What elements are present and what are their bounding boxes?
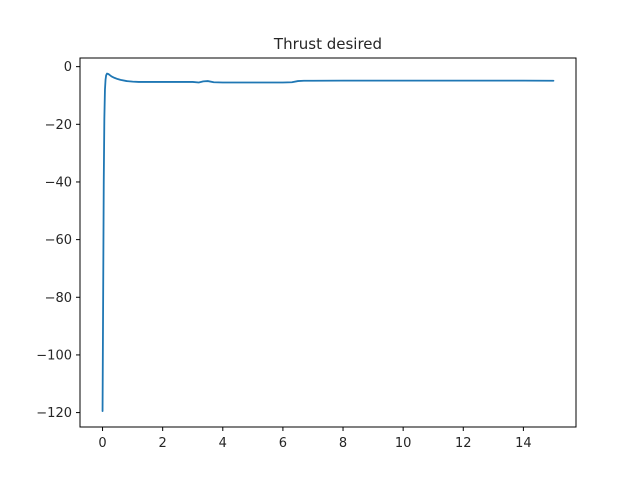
x-tick-label: 10 (395, 436, 412, 451)
y-axis-ticks: 0 −20 −40 −60 −80 −100 −120 (36, 60, 80, 421)
series-line-0 (101, 72, 555, 413)
x-tick-label: 14 (515, 436, 532, 451)
y-tick-label: −120 (36, 406, 72, 421)
x-tick-label: 4 (219, 436, 227, 451)
x-tick-label: 6 (279, 436, 287, 451)
y-tick-label: −20 (45, 118, 72, 133)
series-layer (101, 72, 555, 413)
x-tick-label: 0 (98, 436, 106, 451)
chart-title: Thrust desired (273, 35, 382, 53)
plot-area-background (80, 58, 576, 427)
y-tick-label: −40 (45, 175, 72, 190)
y-tick-label: −100 (36, 348, 72, 363)
y-tick-label: 0 (64, 60, 72, 75)
x-axis-ticks: 0 2 4 6 8 10 12 14 (98, 427, 532, 451)
x-tick-label: 12 (455, 436, 472, 451)
y-tick-label: −60 (45, 233, 72, 248)
x-tick-label: 8 (339, 436, 347, 451)
plot-frame (79, 57, 577, 428)
x-tick-label: 2 (159, 436, 167, 451)
y-tick-label: −80 (45, 291, 72, 306)
